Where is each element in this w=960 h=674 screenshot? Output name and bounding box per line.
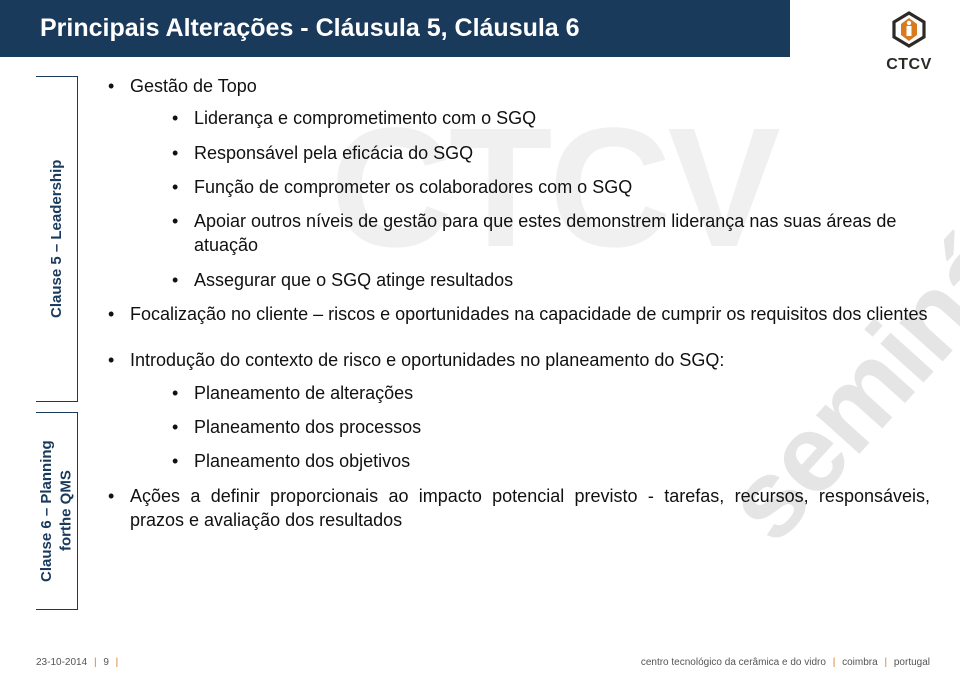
list-item: Ações a definir proporcionais ao impacto… — [108, 484, 930, 533]
section-2-list: Introdução do contexto de risco e oportu… — [108, 348, 930, 532]
separator-icon: | — [833, 657, 836, 668]
footer-right: centro tecnológico da cerâmica e do vidr… — [641, 657, 930, 668]
separator-icon: | — [884, 657, 887, 668]
list-item: Planeamento de alterações — [130, 381, 930, 405]
list-item: Assegurar que o SGQ atinge resultados — [130, 268, 930, 292]
list-item: Focalização no cliente – riscos e oportu… — [108, 302, 930, 326]
list-item: Liderança e comprometimento com o SGQ — [130, 106, 930, 130]
list-item: Introdução do contexto de risco e oportu… — [108, 348, 930, 473]
list-item: Planeamento dos objetivos — [130, 449, 930, 473]
separator-icon: | — [94, 657, 97, 668]
item-text: Introdução do contexto de risco e oportu… — [130, 350, 724, 370]
footer-date: 23-10-2014 — [36, 657, 87, 668]
separator-icon: | — [116, 657, 119, 668]
sublist: Liderança e comprometimento com o SGQ Re… — [130, 106, 930, 292]
tab-clause-5: Clause 5 – Leadership — [36, 76, 78, 402]
footer-page: 9 — [103, 657, 109, 668]
logo-icon — [886, 10, 932, 54]
list-item: Gestão de Topo Liderança e comprometimen… — [108, 74, 930, 292]
item-text: Gestão de Topo — [130, 76, 257, 96]
sublist: Planeamento de alterações Planeamento do… — [130, 381, 930, 474]
list-item: Função de comprometer os colaboradores c… — [130, 175, 930, 199]
slide-title: Principais Alterações - Cláusula 5, Cláu… — [40, 14, 750, 43]
list-item: Planeamento dos processos — [130, 415, 930, 439]
content-area: Clause 5 – Leadership Clause 6 – Plannin… — [36, 62, 930, 648]
footer-left: 23-10-2014 | 9 | — [36, 657, 122, 668]
section-1-list: Gestão de Topo Liderança e comprometimen… — [108, 74, 930, 326]
sidebar: Clause 5 – Leadership Clause 6 – Plannin… — [36, 62, 78, 648]
list-item: Responsável pela eficácia do SGQ — [130, 141, 930, 165]
footer-country: portugal — [894, 657, 930, 668]
footer: 23-10-2014 | 9 | centro tecnológico da c… — [36, 657, 930, 668]
main-body: Gestão de Topo Liderança e comprometimen… — [78, 62, 930, 648]
footer-city: coimbra — [842, 657, 878, 668]
slide-header: Principais Alterações - Cláusula 5, Cláu… — [0, 0, 790, 57]
list-item: Apoiar outros níveis de gestão para que … — [130, 209, 930, 258]
tab-clause-6: Clause 6 – Planning forthe QMS — [36, 412, 78, 610]
footer-org: centro tecnológico da cerâmica e do vidr… — [641, 657, 826, 668]
